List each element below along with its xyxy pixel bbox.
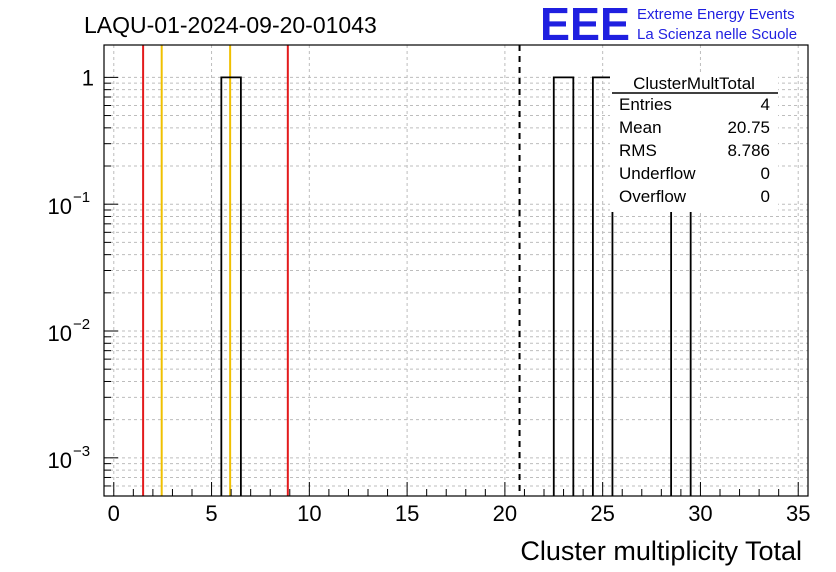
histogram-bar — [552, 76, 575, 496]
eee-logo: EEE Extreme Energy Events La Scienza nel… — [540, 0, 797, 50]
x-tick-label: 35 — [786, 501, 810, 526]
x-axis-title: Cluster multiplicity Total — [520, 536, 802, 566]
histogram-bar — [220, 76, 242, 496]
stats-title: ClusterMultTotal — [633, 74, 755, 93]
stats-row-label: Overflow — [619, 187, 687, 206]
y-tick-exponent: −2 — [73, 316, 90, 333]
logo-line2: La Scienza nelle Scuole — [637, 26, 797, 43]
marker-lines-layer — [142, 45, 521, 496]
x-tick-label: 15 — [395, 501, 419, 526]
stats-row-label: Entries — [619, 95, 672, 114]
y-tick-label: 10 — [48, 448, 72, 473]
logo-line1: Extreme Energy Events — [637, 6, 795, 23]
stats-row-label: Underflow — [619, 164, 696, 183]
y-tick-exponent: −3 — [73, 443, 90, 460]
x-tick-label: 30 — [688, 501, 712, 526]
stats-row-value: 8.786 — [727, 141, 770, 160]
logo-mark: EEE — [540, 0, 630, 50]
y-tick-label: 1 — [82, 65, 94, 90]
stats-row-label: RMS — [619, 141, 657, 160]
x-tick-label: 25 — [590, 501, 614, 526]
x-tick-label: 5 — [205, 501, 217, 526]
histogram-bar — [591, 76, 614, 496]
stats-row-value: 4 — [761, 95, 770, 114]
stats-row-value: 0 — [761, 164, 770, 183]
stats-box: ClusterMultTotal Entries 4 Mean 20.75 RMS 8.7… — [610, 72, 778, 212]
x-tick-label: 0 — [108, 501, 120, 526]
run-label: LAQU-01-2024-09-20-01043 — [84, 12, 377, 38]
x-tick-label: 10 — [297, 501, 321, 526]
x-tick-label: 20 — [493, 501, 517, 526]
y-tick-label: 10 — [48, 321, 72, 346]
stats-row-value: 20.75 — [727, 118, 770, 137]
stats-rows: Entries 4 Mean 20.75 RMS 8.786 Underflow 0 Overf… — [619, 95, 770, 206]
y-tick-exponent: −1 — [73, 189, 90, 206]
y-tick-label: 10 — [48, 194, 72, 219]
stats-row-label: Mean — [619, 118, 662, 137]
stats-row-value: 0 — [761, 187, 770, 206]
